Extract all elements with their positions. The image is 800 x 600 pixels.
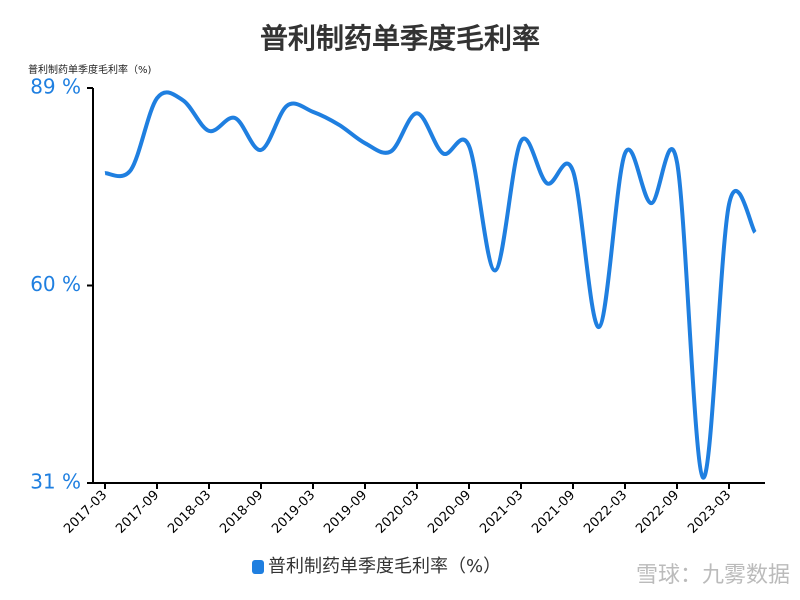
x-tick-label: 2017-03 — [61, 488, 110, 537]
x-tick-label: 2019-03 — [269, 488, 318, 537]
x-tick-label: 2021-09 — [529, 488, 578, 537]
x-tick-label: 2022-09 — [633, 488, 682, 537]
y-tick-label: 60 % — [30, 272, 81, 296]
x-tick-label: 2019-09 — [321, 488, 370, 537]
legend-label: 普利制药单季度毛利率（%） — [268, 556, 501, 577]
line — [104, 90, 757, 480]
y-tick-label: 31 % — [30, 470, 81, 494]
watermark: 雪球：九雾数据 — [636, 563, 790, 588]
x-tick-label: 2020-03 — [373, 488, 422, 537]
y-tick-label: 89 % — [30, 75, 81, 99]
x-tick-label: 2017-09 — [113, 488, 162, 537]
x-tick-label: 2018-09 — [217, 488, 266, 537]
x-tick-label: 2021-03 — [477, 488, 526, 537]
y-axis-label: 普利制药单季度毛利率（%) — [28, 63, 152, 76]
x-tick-label: 2022-03 — [581, 488, 630, 537]
x-tick-label: 2020-09 — [425, 488, 474, 537]
chart-title: 普利制药单季度毛利率 — [260, 22, 540, 55]
legend-swatch — [252, 560, 264, 574]
x-tick-label: 2023-03 — [685, 488, 734, 537]
x-tick-label: 2018-03 — [165, 488, 214, 537]
